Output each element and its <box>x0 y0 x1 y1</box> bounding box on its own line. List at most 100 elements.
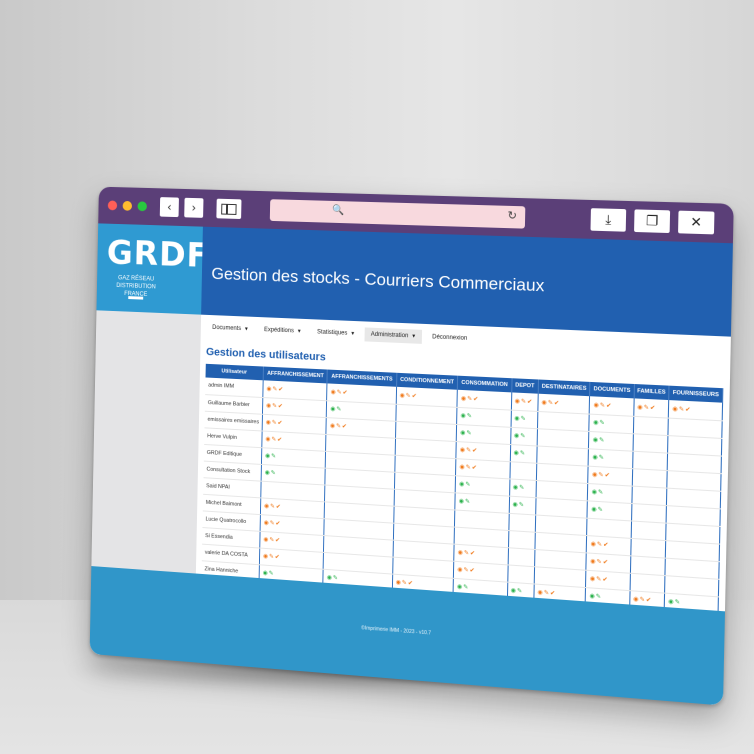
forward-button[interactable]: › <box>184 197 204 218</box>
permission-edit-icon[interactable]: ◉✎✔ <box>633 596 653 605</box>
permission-cell[interactable] <box>630 520 667 541</box>
caret-down-icon: ▼ <box>411 333 417 340</box>
permission-cell[interactable] <box>631 468 668 488</box>
sidebar-toggle-button[interactable] <box>216 198 242 220</box>
permission-edit-icon[interactable]: ◉✎✔ <box>395 579 414 588</box>
permission-edit-icon[interactable]: ◉✎✔ <box>263 536 282 545</box>
permission-view-icon[interactable]: ◉✎ <box>510 587 524 595</box>
permission-cell[interactable]: ◉✎ <box>510 426 538 446</box>
menu-item-administration[interactable]: Administration ▼ <box>364 327 423 344</box>
search-icon: 🔍 <box>331 204 345 217</box>
permission-cell[interactable]: ◉✎ <box>509 444 538 463</box>
permission-edit-icon[interactable]: ◉✎✔ <box>590 558 610 567</box>
close-button[interactable]: ✕ <box>678 210 715 235</box>
permission-cell[interactable] <box>508 512 536 532</box>
permission-cell[interactable]: ◉✎ <box>509 478 537 498</box>
menu-item-expeditions[interactable]: Expéditions ▼ <box>258 323 307 339</box>
permission-edit-icon[interactable]: ◉✎✔ <box>672 406 692 414</box>
permission-view-icon[interactable]: ◉✎ <box>326 574 339 582</box>
permission-view-icon[interactable]: ◉✎ <box>512 501 525 509</box>
permission-edit-icon[interactable]: ◉✎✔ <box>262 553 281 561</box>
window-button[interactable]: ❐ <box>634 209 671 234</box>
permission-cell[interactable]: ◉✎✔ <box>510 392 539 411</box>
permission-view-icon[interactable]: ◉✎ <box>592 419 606 427</box>
permission-cell[interactable]: ◉✎ <box>510 409 538 429</box>
permission-view-icon[interactable]: ◉✎ <box>589 593 603 601</box>
permission-view-icon[interactable]: ◉✎ <box>591 489 605 497</box>
permission-edit-icon[interactable]: ◉✎✔ <box>329 423 348 431</box>
permission-view-icon[interactable]: ◉✎ <box>264 470 277 477</box>
permission-edit-icon[interactable]: ◉✎✔ <box>537 589 557 598</box>
menu-item-documents[interactable]: Documents ▼ <box>206 321 254 337</box>
permission-cell[interactable] <box>508 530 536 549</box>
users-table: Utilisateur AFFRANCHISSEMENT AFFRANCHISSEM… <box>201 363 723 615</box>
permission-edit-icon[interactable]: ◉✎✔ <box>265 419 284 427</box>
permission-cell[interactable] <box>631 502 667 523</box>
close-dot-icon[interactable] <box>107 200 118 211</box>
permission-cell[interactable] <box>632 450 668 471</box>
maximize-dot-icon[interactable] <box>137 201 147 212</box>
permission-view-icon[interactable]: ◉✎ <box>513 450 527 458</box>
permission-edit-icon[interactable]: ◉✎✔ <box>399 392 418 400</box>
sidebar-icon <box>221 203 237 215</box>
page-title: Gestion des stocks - Courriers Commercia… <box>211 264 545 296</box>
permission-view-icon[interactable]: ◉✎ <box>592 454 606 462</box>
permission-cell[interactable]: ◉✎ <box>589 413 634 434</box>
minimize-dot-icon[interactable] <box>122 200 133 211</box>
permission-cell[interactable]: ◉✎ <box>508 495 536 515</box>
permission-edit-icon[interactable]: ◉✎✔ <box>266 386 285 393</box>
permission-cell[interactable] <box>507 564 535 584</box>
permission-edit-icon[interactable]: ◉✎✔ <box>457 549 477 558</box>
permission-edit-icon[interactable]: ◉✎✔ <box>593 402 613 410</box>
permission-edit-icon[interactable]: ◉✎✔ <box>589 576 609 584</box>
permission-edit-icon[interactable]: ◉✎✔ <box>591 471 611 480</box>
permission-cell[interactable] <box>632 433 669 453</box>
permission-edit-icon[interactable]: ◉✎✔ <box>263 520 282 528</box>
permission-edit-icon[interactable]: ◉✎✔ <box>266 403 284 410</box>
permission-view-icon[interactable]: ◉✎ <box>668 599 682 607</box>
permission-cell[interactable] <box>507 547 535 567</box>
permission-view-icon[interactable]: ◉✎ <box>459 481 472 489</box>
permission-edit-icon[interactable]: ◉✎✔ <box>459 447 479 455</box>
permission-edit-icon[interactable]: ◉✎✔ <box>265 436 284 444</box>
reload-icon[interactable]: ↻ <box>507 208 518 223</box>
download-button[interactable]: ⤓ <box>590 208 627 232</box>
permission-view-icon[interactable]: ◉✎ <box>513 433 527 440</box>
permission-cell[interactable] <box>633 415 669 436</box>
permission-cell[interactable] <box>509 461 537 480</box>
menu-item-deconnexion[interactable]: Déconnexion <box>426 330 473 346</box>
permission-view-icon[interactable]: ◉✎ <box>460 413 473 420</box>
permission-cell[interactable]: ◉✎✔ <box>633 398 669 418</box>
permission-edit-icon[interactable]: ◉✎✔ <box>460 395 480 403</box>
permission-edit-icon[interactable]: ◉✎✔ <box>457 567 476 575</box>
permission-edit-icon[interactable]: ◉✎✔ <box>330 389 349 397</box>
permission-view-icon[interactable]: ◉✎ <box>265 453 277 460</box>
permission-edit-icon[interactable]: ◉✎✔ <box>459 464 478 472</box>
permission-cell[interactable] <box>631 485 667 506</box>
back-button[interactable]: ‹ <box>159 197 179 218</box>
web-page: GRDF GAZ RÉSEAU DISTRIBUTION FRANCE Gest… <box>89 223 733 706</box>
permission-view-icon[interactable]: ◉✎ <box>592 437 606 445</box>
permission-view-icon[interactable]: ◉✎ <box>460 430 473 437</box>
address-bar[interactable]: 🔍 ↻ <box>269 199 526 229</box>
menu-label: Expéditions <box>263 327 294 335</box>
permission-view-icon[interactable]: ◉✎ <box>514 415 527 423</box>
permission-edit-icon[interactable]: ◉✎✔ <box>263 503 282 511</box>
main-menu: Documents ▼ Expéditions ▼ Statistiques ▼ Ad… <box>206 321 473 346</box>
permission-edit-icon[interactable]: ◉✎✔ <box>541 399 561 407</box>
permission-edit-icon[interactable]: ◉✎✔ <box>590 541 610 549</box>
permission-view-icon[interactable]: ◉✎ <box>512 484 526 492</box>
permission-edit-icon[interactable]: ◉✎✔ <box>637 404 657 412</box>
permission-view-icon[interactable]: ◉✎ <box>458 498 472 506</box>
logo-bar <box>128 296 144 300</box>
permission-view-icon[interactable]: ◉✎ <box>330 406 343 413</box>
permission-view-icon[interactable]: ◉✎ <box>456 584 470 592</box>
permission-edit-icon[interactable]: ◉✎✔ <box>514 398 534 406</box>
caret-down-icon: ▼ <box>296 328 302 335</box>
permission-cell[interactable] <box>630 537 666 558</box>
permission-view-icon[interactable]: ◉✎ <box>262 570 275 578</box>
permission-view-icon[interactable]: ◉✎ <box>591 506 604 514</box>
permission-cell[interactable]: ◉✎✔ <box>589 396 634 416</box>
menu-item-statistiques[interactable]: Statistiques ▼ <box>311 325 361 341</box>
menu-label: Documents <box>212 324 242 333</box>
